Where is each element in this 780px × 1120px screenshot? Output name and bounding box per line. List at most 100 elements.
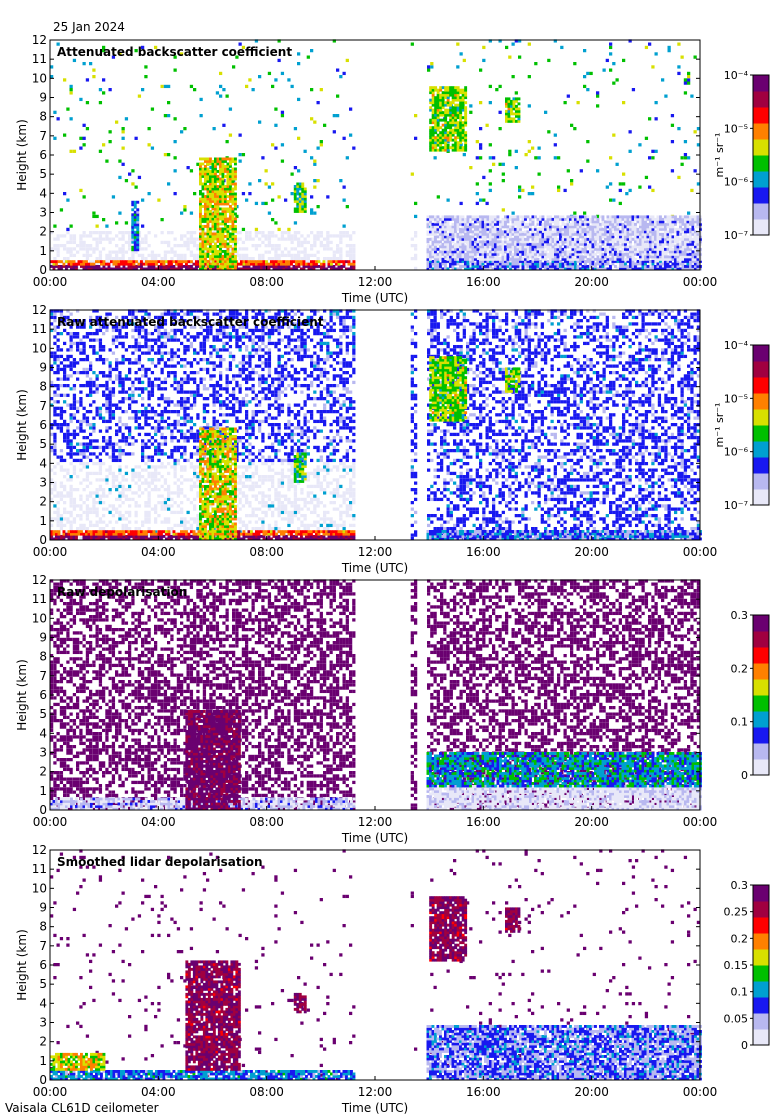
colorbar-frame	[752, 344, 770, 506]
colorbar-segment	[753, 123, 769, 126]
signal-feature-1	[50, 1070, 356, 1081]
colorbar-segment	[753, 709, 769, 712]
colorbar-segment	[753, 157, 769, 160]
colorbar-segment	[753, 731, 769, 734]
colorbar-segment	[753, 661, 769, 664]
colorbar-segment	[753, 923, 769, 926]
signal-feature-4	[293, 992, 307, 1014]
colorbar-segment	[753, 665, 769, 668]
signal-feature-5	[429, 356, 468, 422]
x-tick-label: 00:00	[683, 815, 718, 829]
x-tick-label: 12:00	[358, 815, 393, 829]
colorbar-segment	[753, 695, 769, 698]
colorbar-segment	[753, 715, 769, 718]
colorbar-segment	[753, 177, 769, 180]
colorbar-segment	[753, 465, 769, 468]
colorbar-segment	[753, 191, 769, 194]
colorbar-segment	[753, 75, 769, 78]
colorbar-segment	[753, 657, 769, 660]
colorbar-segment	[753, 357, 769, 360]
y-tick-label: 2	[39, 1035, 47, 1049]
y-tick-label: 1	[39, 244, 47, 258]
panel-title: Attenuated backscatter coefficient	[57, 45, 292, 59]
colorbar-segment	[753, 913, 769, 916]
colorbar-segment	[753, 925, 769, 928]
signal-feature-2	[50, 260, 356, 266]
colorbar-segment	[753, 1015, 769, 1018]
colorbar-segment	[753, 485, 769, 488]
colorbar-segment	[753, 663, 769, 666]
colorbar-segment	[753, 421, 769, 424]
colorbar-segment	[753, 707, 769, 710]
x-tick-label: 04:00	[141, 545, 176, 559]
colorbar-segment	[753, 651, 769, 654]
colorbar-segment	[753, 929, 769, 932]
colorbar-segment	[753, 81, 769, 84]
x-tick-label: 04:00	[141, 815, 176, 829]
y-tick-label: 9	[39, 361, 47, 375]
colorbar-segment	[753, 643, 769, 646]
colorbar-segment	[753, 915, 769, 918]
colorbar-segment	[753, 401, 769, 404]
instrument-label: Vaisala CL61D ceilometer	[5, 1101, 159, 1115]
colorbar-segment	[753, 429, 769, 432]
x-axis-label: Time (UTC)	[341, 291, 408, 305]
colorbar-segment	[753, 1005, 769, 1008]
colorbar-segment	[753, 681, 769, 684]
colorbar-segment	[753, 369, 769, 372]
colorbar-segment	[753, 743, 769, 746]
colorbar-segment	[753, 1027, 769, 1030]
x-tick-label: 12:00	[358, 275, 393, 289]
y-axis-label: Height (km)	[15, 929, 29, 1000]
colorbar-segment	[753, 183, 769, 186]
colorbar-segment	[753, 91, 769, 94]
y-tick-label: 6	[39, 148, 47, 162]
colorbar-segment	[753, 893, 769, 896]
colorbar: 10⁻⁷ 10⁻⁶ 10⁻⁵ 10⁻⁴ m⁻¹ sr⁻¹	[713, 69, 770, 242]
colorbar-tick-label: 0.05	[724, 1012, 749, 1025]
colorbar-segment	[753, 173, 769, 176]
colorbar-segment	[753, 911, 769, 914]
colorbar-segment	[753, 227, 769, 230]
x-tick-label: 00:00	[33, 1085, 68, 1099]
x-tick-label: 20:00	[574, 1085, 609, 1099]
y-tick-label: 4	[39, 456, 47, 470]
x-tick-label: 12:00	[358, 545, 393, 559]
colorbar-segment	[753, 1031, 769, 1034]
colorbar-segment	[753, 413, 769, 416]
y-tick-label: 8	[39, 380, 47, 394]
colorbar-segment	[753, 949, 769, 952]
colorbar-segment	[753, 451, 769, 454]
colorbar-tick-label: 0.2	[731, 932, 749, 945]
colorbar-segment	[753, 375, 769, 378]
signal-feature-4	[131, 200, 140, 252]
colorbar-segment	[753, 457, 769, 460]
colorbar-segment	[753, 361, 769, 364]
y-tick-label: 0	[39, 803, 47, 817]
colorbar-segment	[753, 887, 769, 890]
colorbar-segment	[753, 733, 769, 736]
colorbar-segment	[753, 125, 769, 128]
signal-feature-7	[505, 97, 521, 123]
colorbar-segment	[753, 615, 769, 618]
colorbar-segment	[753, 83, 769, 86]
colorbar-segment	[753, 641, 769, 644]
colorbar-segment	[753, 373, 769, 376]
colorbar-segment	[753, 667, 769, 670]
colorbar-segment	[753, 933, 769, 936]
colorbar-segment	[753, 771, 769, 774]
colorbar-segment	[753, 391, 769, 394]
colorbar-segment	[753, 1037, 769, 1040]
signal-feature-2	[50, 1052, 106, 1071]
colorbar-segment	[753, 349, 769, 352]
colorbar-segment	[753, 77, 769, 80]
plot-frame	[49, 849, 701, 1081]
x-axis-label: Time (UTC)	[341, 831, 408, 845]
y-tick-label: 9	[39, 631, 47, 645]
colorbar-segment	[753, 621, 769, 624]
colorbar-segment	[753, 967, 769, 970]
colorbar-segment	[753, 735, 769, 738]
colorbar-segment	[753, 1035, 769, 1038]
colorbar-segment	[753, 965, 769, 968]
colorbar-segment	[753, 229, 769, 232]
